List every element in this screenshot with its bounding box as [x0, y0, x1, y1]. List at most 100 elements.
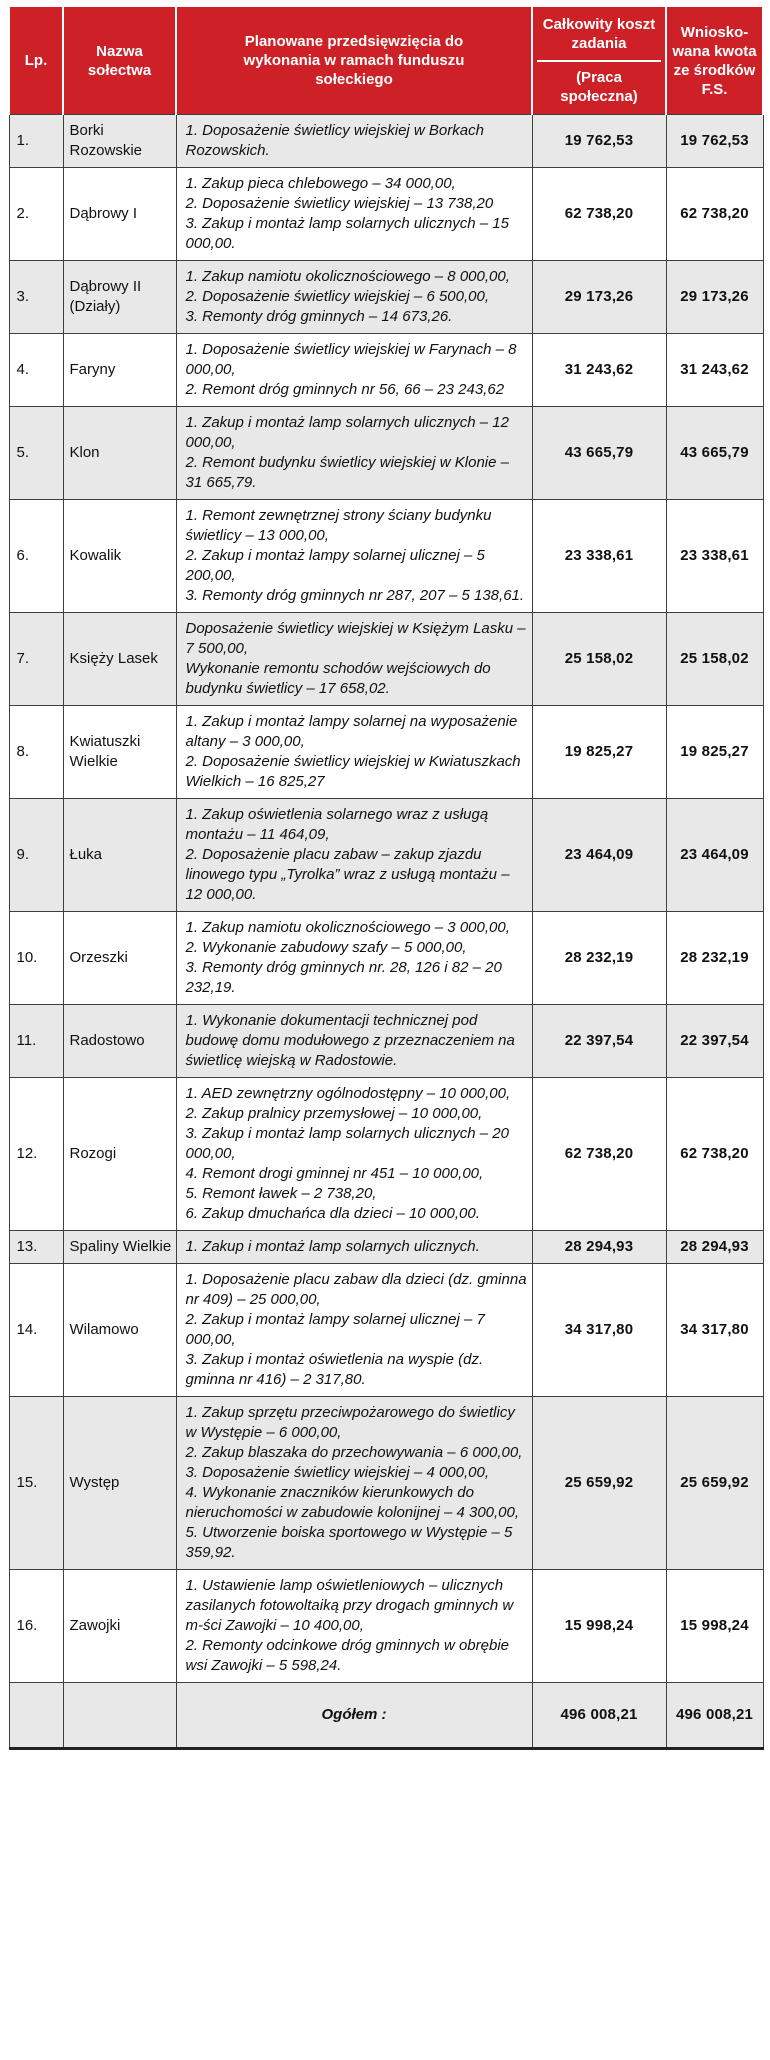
header-requested-amount: Wniosko- wana kwota ze środków F.S.	[665, 5, 764, 115]
projects-cell: 1. Zakup i montaż lamp solarnych uliczny…	[175, 406, 533, 500]
footer-total-label: Ogółem :	[175, 1682, 533, 1749]
project-item: 2. Remonty odcinkowe dróg gminnych w obr…	[185, 1637, 510, 1674]
project-item: 3. Remonty dróg gminnych nr 287, 207 – 5…	[185, 587, 525, 604]
project-item: 5. Utworzenie boiska sportowego w Występ…	[185, 1524, 513, 1561]
project-item: 1. Zakup i montaż lampy solarnej na wypo…	[185, 713, 518, 750]
row-number-cell: 5.	[8, 406, 64, 500]
header-projects-label: Planowane przedsięwzięcia do wykonania w…	[243, 33, 465, 88]
requested-amount-cell: 43 665,79	[665, 406, 764, 500]
project-item: 2. Zakup blaszaka do przechowywania – 6 …	[185, 1444, 523, 1461]
requested-amount-cell: 29 173,26	[665, 260, 764, 334]
project-item: 3. Remonty dróg gminnych – 14 673,26.	[185, 308, 453, 325]
project-item: 2. Doposażenie świetlicy wiejskiej – 6 5…	[185, 288, 490, 305]
total-cost-cell: 62 738,20	[531, 1077, 667, 1231]
table-row: 13. Spaliny Wielkie 1. Zakup i montaż lamp…	[8, 1230, 764, 1264]
row-number-cell: 4.	[8, 333, 64, 407]
project-item: 4. Remont drogi gminnej nr 451 – 10 000,…	[185, 1165, 484, 1182]
projects-cell: 1. Doposażenie placu zabaw dla dzieci (d…	[175, 1263, 533, 1397]
header-row: Lp. Nazwa sołectwa Planowane przedsięwzi…	[8, 5, 764, 115]
project-item: 3. Remonty dróg gminnych nr. 28, 126 i 8…	[185, 959, 502, 996]
project-item: 1. Zakup i montaż lamp solarnych uliczny…	[185, 414, 510, 451]
project-item: 3. Zakup i montaż lamp solarnych uliczny…	[185, 215, 510, 252]
requested-amount-cell: 23 464,09	[665, 798, 764, 912]
village-fund-table: Lp. Nazwa sołectwa Planowane przedsięwzi…	[8, 5, 764, 1750]
requested-amount-cell: 62 738,20	[665, 1077, 764, 1231]
projects-cell: 1. AED zewnętrzny ogólnodostępny – 10 00…	[175, 1077, 533, 1231]
document-page: Lp. Nazwa sołectwa Planowane przedsięwzi…	[8, 5, 764, 1750]
requested-amount-cell: 31 243,62	[665, 333, 764, 407]
village-name-cell: Księży Lasek	[62, 612, 177, 706]
project-item: 2. Zakup pralnicy przemysłowej – 10 000,…	[185, 1105, 483, 1122]
footer-total-cost: 496 008,21	[531, 1682, 667, 1749]
row-number-cell: 9.	[8, 798, 64, 912]
table-row: 12. Rozogi 1. AED zewnętrzny ogólnodostępn…	[8, 1077, 764, 1231]
village-name-cell: Wilamowo	[62, 1263, 177, 1397]
requested-amount-cell: 15 998,24	[665, 1569, 764, 1683]
projects-cell: 1. Zakup namiotu okolicznościowego – 8 0…	[175, 260, 533, 334]
table-body: 1. Borki Rozowskie 1. Doposażenie świetlic…	[8, 114, 764, 1683]
table-row: 1. Borki Rozowskie 1. Doposażenie świetlic…	[8, 114, 764, 168]
header-village-name: Nazwa sołectwa	[62, 5, 177, 115]
table-row: 8. Kwiatuszki Wielkie 1. Zakup i montaż la…	[8, 705, 764, 799]
projects-cell: 1. Zakup oświetlenia solarnego wraz z us…	[175, 798, 533, 912]
total-cost-cell: 29 173,26	[531, 260, 667, 334]
table-row: 14. Wilamowo 1. Doposażenie placu zabaw dl…	[8, 1263, 764, 1397]
village-name-cell: Dąbrowy I	[62, 167, 177, 261]
header-total-cost-title: Całkowity koszt zadania	[537, 13, 661, 62]
projects-cell: 1. Zakup i montaż lampy solarnej na wypo…	[175, 705, 533, 799]
project-item: 3. Zakup i montaż oświetlenia na wyspie …	[185, 1351, 484, 1388]
village-name-cell: Rozogi	[62, 1077, 177, 1231]
row-number-cell: 3.	[8, 260, 64, 334]
project-item: 1. Zakup pieca chlebowego – 34 000,00,	[185, 175, 456, 192]
projects-cell: 1. Ustawienie lamp oświetleniowych – uli…	[175, 1569, 533, 1683]
row-number-cell: 12.	[8, 1077, 64, 1231]
project-item: 1. Ustawienie lamp oświetleniowych – uli…	[185, 1577, 514, 1634]
project-item: 1. Zakup namiotu okolicznościowego – 3 0…	[185, 919, 510, 936]
total-cost-cell: 28 232,19	[531, 911, 667, 1005]
requested-amount-cell: 34 317,80	[665, 1263, 764, 1397]
project-item: 2. Doposażenie placu zabaw – zakup zjazd…	[185, 846, 510, 903]
projects-cell: 1. Remont zewnętrznej strony ściany budy…	[175, 499, 533, 613]
project-item: 5. Remont ławek – 2 738,20,	[185, 1185, 377, 1202]
total-cost-cell: 62 738,20	[531, 167, 667, 261]
project-item: 2. Doposażenie świetlicy wiejskiej – 13 …	[185, 195, 494, 212]
row-number-cell: 16.	[8, 1569, 64, 1683]
village-name-cell: Faryny	[62, 333, 177, 407]
row-number-cell: 1.	[8, 114, 64, 168]
village-name-cell: Kowalik	[62, 499, 177, 613]
project-item: 1. AED zewnętrzny ogólnodostępny – 10 00…	[185, 1085, 511, 1102]
project-item: 1. Doposażenie świetlicy wiejskiej w Far…	[185, 341, 517, 378]
table-row: 7. Księży Lasek Doposażenie świetlicy wiej…	[8, 612, 764, 706]
project-item: 2. Remont dróg gminnych nr 56, 66 – 23 2…	[185, 381, 505, 398]
footer-row: Ogółem : 496 008,21 496 008,21	[8, 1682, 764, 1749]
project-item: 4. Wykonanie znaczników kierunkowych do …	[185, 1484, 520, 1521]
table-row: 4. Faryny 1. Doposażenie świetlicy wiejski…	[8, 333, 764, 407]
table-row: 10. Orzeszki 1. Zakup namiotu okoliczności…	[8, 911, 764, 1005]
row-number-cell: 7.	[8, 612, 64, 706]
project-item: 1. Zakup sprzętu przeciwpożarowego do św…	[185, 1404, 515, 1441]
village-name-cell: Radostowo	[62, 1004, 177, 1078]
projects-cell: 1. Doposażenie świetlicy wiejskiej w Far…	[175, 333, 533, 407]
total-cost-cell: 31 243,62	[531, 333, 667, 407]
header-total-cost-subtitle: (Praca społeczna)	[560, 69, 638, 105]
projects-cell: 1. Doposażenie świetlicy wiejskiej w Bor…	[175, 114, 533, 168]
table-row: 15. Występ 1. Zakup sprzętu przeciwpożarow…	[8, 1396, 764, 1570]
project-item: 2. Remont budynku świetlicy wiejskiej w …	[185, 454, 509, 491]
project-item: 1. Zakup namiotu okolicznościowego – 8 0…	[185, 268, 510, 285]
row-number-cell: 11.	[8, 1004, 64, 1078]
total-cost-cell: 22 397,54	[531, 1004, 667, 1078]
village-name-cell: Spaliny Wielkie	[62, 1230, 177, 1264]
project-item: 2. Zakup i montaż lampy solarnej uliczne…	[185, 547, 485, 584]
table-row: 9. Łuka 1. Zakup oświetlenia solarnego wra…	[8, 798, 764, 912]
footer-requested-amount: 496 008,21	[665, 1682, 764, 1749]
requested-amount-cell: 19 825,27	[665, 705, 764, 799]
total-cost-cell: 19 825,27	[531, 705, 667, 799]
requested-amount-cell: 25 158,02	[665, 612, 764, 706]
requested-amount-cell: 62 738,20	[665, 167, 764, 261]
village-name-cell: Łuka	[62, 798, 177, 912]
project-item: 1. Doposażenie świetlicy wiejskiej w Bor…	[185, 122, 484, 159]
row-number-cell: 8.	[8, 705, 64, 799]
total-cost-cell: 23 338,61	[531, 499, 667, 613]
row-number-cell: 14.	[8, 1263, 64, 1397]
total-cost-cell: 28 294,93	[531, 1230, 667, 1264]
